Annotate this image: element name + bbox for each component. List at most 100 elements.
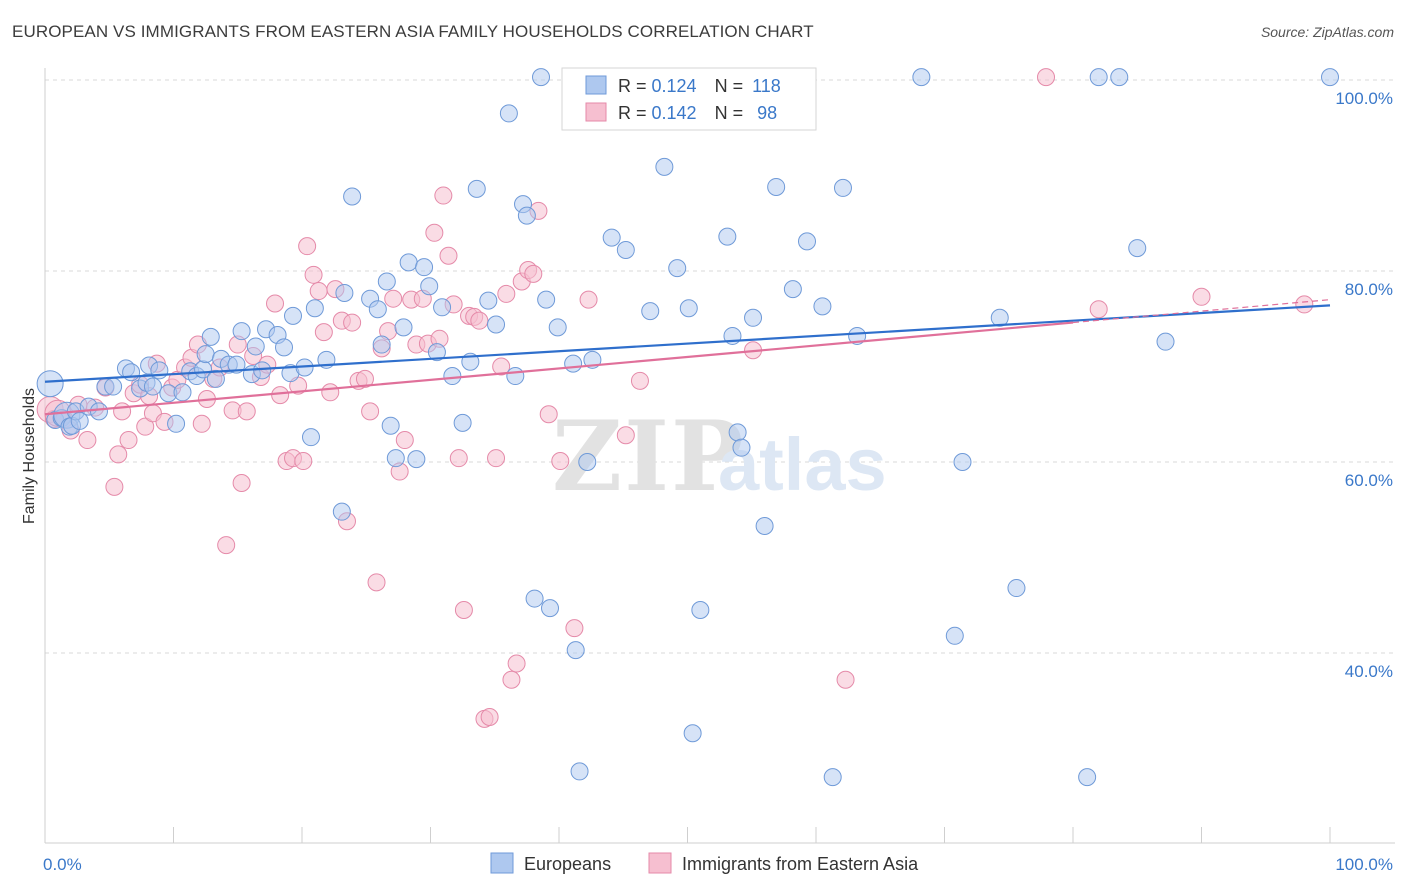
europeans-point-63: [467, 179, 486, 198]
immigrants-point-76: [480, 707, 499, 726]
immigrants-point-12: [119, 431, 138, 450]
immigrants-point-55: [367, 573, 386, 592]
europeans-point-74: [548, 318, 567, 337]
europeans-point-46: [343, 187, 362, 206]
europeans-point-25: [196, 345, 215, 364]
europeans-point-89: [718, 227, 737, 246]
axes: [44, 68, 1395, 844]
europeans-point-100: [833, 178, 852, 197]
immigrants-point-42: [294, 452, 313, 471]
x-tick-100: 100.0%: [1335, 855, 1393, 874]
series-europeans: [36, 68, 1339, 787]
immigrants-point-15: [136, 417, 155, 436]
europeans-point-59: [433, 298, 452, 317]
immigrants-point-65: [425, 223, 444, 242]
europeans-point-75: [564, 354, 583, 373]
y-tick-80: 80.0%: [1345, 280, 1393, 299]
europeans-point-30: [227, 355, 246, 374]
europeans-point-103: [945, 626, 964, 645]
immigrants-point-10: [109, 445, 128, 464]
europeans-point-26: [201, 327, 220, 346]
legend-r-label-immigrants: R =: [618, 103, 652, 123]
europeans-point-27: [206, 369, 225, 388]
immigrants-point-67: [434, 186, 453, 205]
immigrants-point-9: [105, 477, 124, 496]
europeans-point-80: [602, 228, 621, 247]
immigrants-point-37: [266, 294, 285, 313]
europeans-point-49: [372, 335, 391, 354]
europeans-point-97: [798, 232, 817, 251]
immigrants-point-81: [507, 654, 526, 673]
immigrants-point-60: [395, 431, 414, 450]
europeans-point-85: [679, 299, 698, 318]
immigrants-point-93: [836, 670, 855, 689]
europeans-point-111: [1156, 332, 1175, 351]
europeans-point-96: [783, 280, 802, 299]
europeans-point-77: [570, 762, 589, 781]
europeans-point-83: [655, 157, 674, 176]
europeans-point-92: [732, 438, 751, 457]
europeans-point-17: [143, 377, 162, 396]
europeans-point-102: [912, 68, 931, 87]
europeans-point-76: [566, 641, 585, 660]
immigrants-point-78: [492, 357, 511, 376]
europeans-point-101: [848, 326, 867, 345]
y-tick-100: 100.0%: [1335, 89, 1393, 108]
immigrants-point-79: [497, 284, 516, 303]
immigrants-point-84: [524, 264, 543, 283]
europeans-point-61: [453, 413, 472, 432]
immigrants-point-11: [113, 402, 132, 421]
immigrants-point-89: [579, 290, 598, 309]
immigrants-point-29: [217, 536, 236, 555]
europeans-point-73: [541, 599, 560, 618]
immigrants-point-47: [321, 383, 340, 402]
europeans-point-56: [415, 258, 434, 277]
immigrants-trend-line: [44, 321, 1074, 416]
europeans-point-9: [89, 402, 108, 421]
immigrants-point-68: [439, 246, 458, 265]
europeans-point-58: [427, 343, 446, 362]
europeans-point-70: [525, 589, 544, 608]
immigrants-point-74: [470, 311, 489, 330]
immigrants-point-54: [361, 402, 380, 421]
europeans-point-52: [386, 449, 405, 468]
immigrants-point-58: [384, 289, 403, 308]
europeans-point-21: [173, 383, 192, 402]
europeans-point-55: [407, 450, 426, 469]
europeans-point-71: [532, 68, 551, 87]
europeans-point-112: [1321, 68, 1339, 87]
europeans-point-106: [1007, 579, 1026, 598]
immigrants-trend-extension: [1072, 299, 1331, 324]
europeans-point-66: [499, 104, 518, 123]
europeans-point-60: [443, 367, 462, 386]
legend-n-label-europeans: N =: [715, 76, 749, 96]
europeans-point-0: [36, 370, 64, 398]
europeans-point-81: [616, 240, 635, 259]
europeans-point-72: [537, 290, 556, 309]
immigrants-point-38: [271, 386, 290, 405]
europeans-point-33: [246, 337, 265, 356]
europeans-point-37: [275, 338, 294, 357]
europeans-point-91: [728, 423, 747, 442]
immigrants-point-43: [298, 237, 317, 256]
immigrants-point-80: [502, 670, 521, 689]
europeans-point-108: [1089, 68, 1108, 87]
legend-n-value-europeans: 118: [752, 76, 781, 96]
europeans-point-42: [305, 299, 324, 318]
europeans-point-13: [122, 363, 141, 382]
europeans-trend-line: [44, 304, 1331, 383]
europeans-point-20: [167, 414, 186, 433]
europeans-point-53: [394, 318, 413, 337]
y-tick-60: 60.0%: [1345, 471, 1393, 490]
europeans-point-7: [70, 411, 89, 430]
europeans-point-93: [744, 308, 763, 327]
immigrants-point-87: [551, 452, 570, 471]
bottom-legend-europeans: Europeans: [524, 854, 611, 874]
europeans-point-48: [368, 300, 387, 319]
europeans-point-41: [301, 428, 320, 447]
immigrants-point-45: [309, 282, 328, 301]
legend: R = 0.124 N = 118 R = 0.142 N = 98: [561, 67, 817, 131]
watermark: ZIP atlas: [552, 400, 887, 513]
europeans-point-11: [104, 377, 123, 396]
